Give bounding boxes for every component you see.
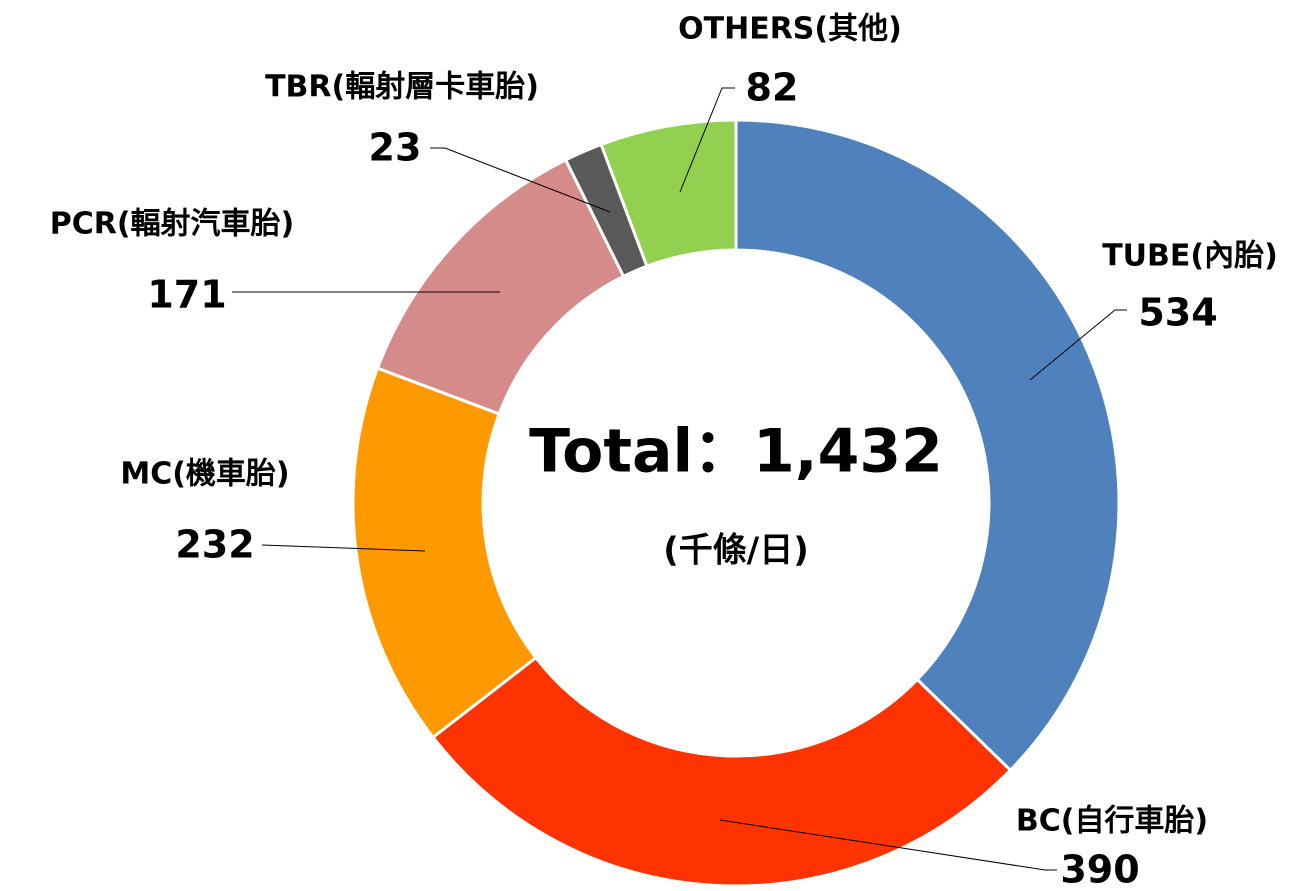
slice bbox=[430, 655, 1013, 888]
slice-name: PCR(輻射汽車胎) bbox=[50, 207, 295, 242]
slice-value: 23 bbox=[369, 126, 422, 170]
leader-line bbox=[719, 819, 1057, 871]
slice-value: 171 bbox=[147, 273, 226, 317]
slice-name: OTHERS(其他) bbox=[678, 12, 902, 47]
leader-line bbox=[261, 544, 426, 552]
slice-name: TBR(輻射層卡車胎) bbox=[265, 70, 539, 105]
center-total: Total：1,432 bbox=[529, 417, 943, 487]
slice bbox=[599, 118, 738, 269]
slices bbox=[351, 118, 1121, 888]
center-unit: (千條/日) bbox=[663, 531, 809, 571]
leader-line bbox=[430, 147, 611, 213]
leaders bbox=[232, 87, 1127, 871]
leader-line bbox=[679, 87, 735, 193]
slice-value: 534 bbox=[1138, 291, 1217, 335]
slice-value: 390 bbox=[1060, 848, 1139, 891]
leader-line bbox=[1029, 309, 1127, 381]
slice-name: MC(機車胎) bbox=[120, 457, 289, 492]
slice-value: 232 bbox=[175, 523, 254, 567]
slice-name: BC(自行車胎) bbox=[1016, 804, 1208, 839]
slice bbox=[734, 118, 1121, 773]
slice-name: TUBE(內胎) bbox=[1102, 239, 1278, 274]
slice-value: 82 bbox=[746, 66, 799, 110]
